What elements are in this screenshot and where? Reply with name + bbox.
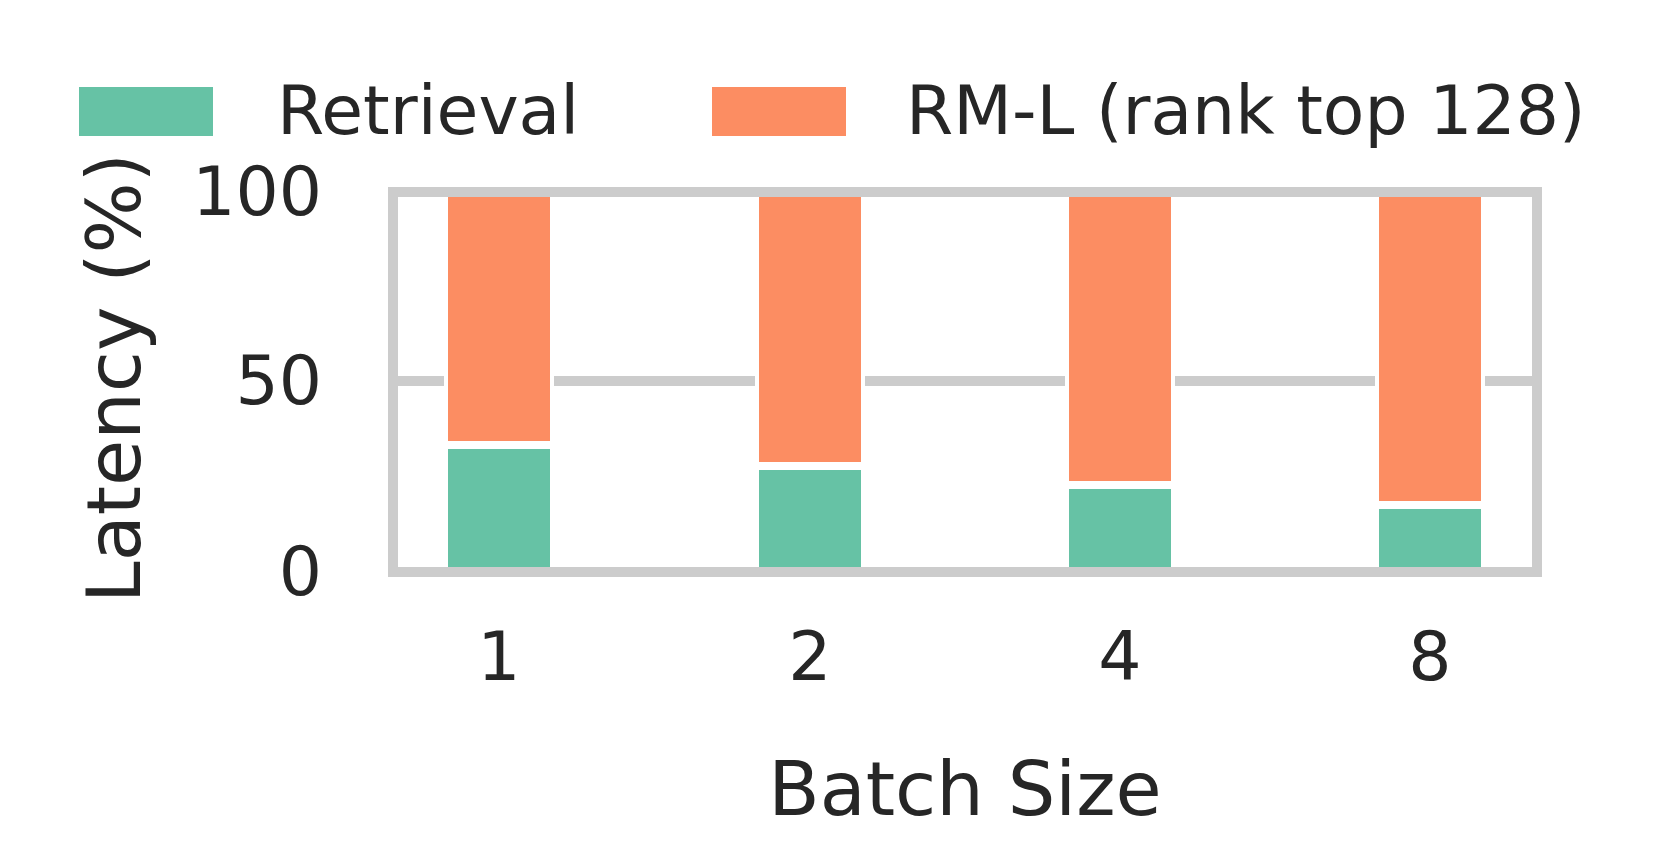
- bar-segment-rml-batch-4: [1065, 192, 1175, 485]
- bar-segment-retrieval-batch-2: [755, 466, 865, 572]
- axis-spine-top: [388, 187, 1542, 197]
- y-tick-0: 0: [122, 532, 322, 612]
- legend-swatch-rml: [712, 87, 846, 136]
- x-tick-1: 1: [399, 612, 599, 702]
- x-tick-2: 2: [710, 612, 910, 702]
- bar-segment-retrieval-batch-1: [444, 445, 554, 572]
- bar-segment-rml-batch-1: [444, 192, 554, 445]
- legend-swatch-retrieval: [79, 87, 213, 136]
- y-tick-100: 100: [122, 152, 322, 232]
- plot-area: [388, 187, 1542, 577]
- legend-label-retrieval: Retrieval: [277, 71, 579, 151]
- bar-segment-rml-batch-2: [755, 192, 865, 466]
- x-axis-label: Batch Size: [665, 745, 1265, 833]
- latency-stacked-bar-chart: Retrieval RM-L (rank top 128) Latency (%…: [0, 0, 1659, 859]
- bar-segment-retrieval-batch-8: [1375, 505, 1485, 572]
- axis-spine-left: [388, 187, 398, 577]
- legend-label-rml: RM-L (rank top 128): [906, 71, 1586, 151]
- bar-segment-retrieval-batch-4: [1065, 485, 1175, 572]
- y-tick-50: 50: [122, 341, 322, 421]
- axis-spine-bottom: [388, 567, 1542, 577]
- x-tick-8: 8: [1330, 612, 1530, 702]
- axis-spine-right: [1532, 187, 1542, 577]
- bars-layer: [388, 187, 1542, 577]
- x-tick-4: 4: [1020, 612, 1220, 702]
- bar-segment-rml-batch-8: [1375, 191, 1485, 505]
